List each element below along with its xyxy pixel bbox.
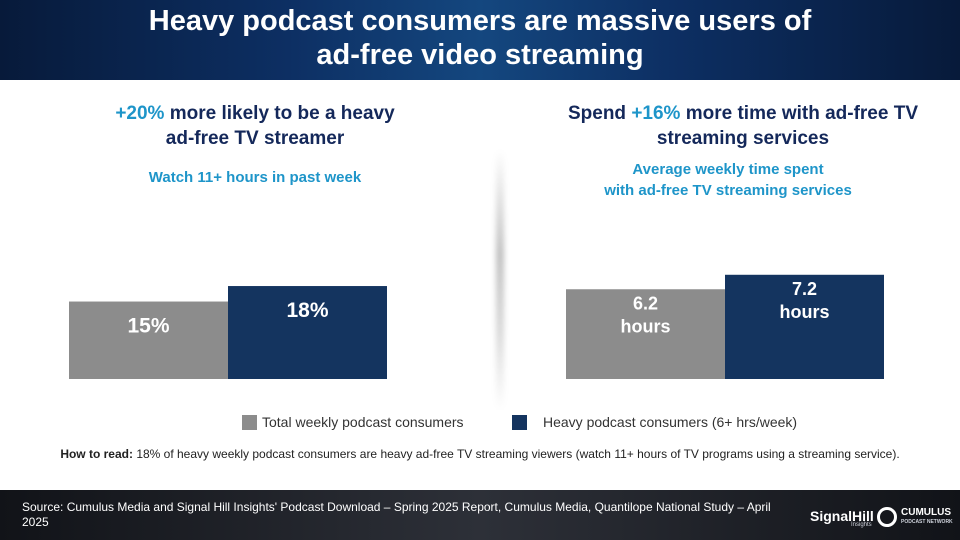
chart1-value-label-total: 15% (127, 315, 169, 338)
legend-label-total: Total weekly podcast consumers (262, 414, 464, 430)
slide-title-line1: Heavy podcast consumers are massive user… (148, 5, 812, 37)
right-panel-subtitle: Average weekly time spent with ad-free T… (528, 159, 928, 201)
title-banner (0, 0, 960, 80)
left-heading-line1: more likely to be a heavy (164, 103, 395, 124)
left-panel-heading: +20% more likely to be a heavy ad-free T… (70, 101, 440, 151)
chart2-value-label-total: 6.2 hours (620, 293, 670, 336)
signalhill-logo: SignalHill (810, 508, 874, 524)
slide-title-line2: ad-free video streaming (316, 39, 644, 71)
legend-swatch-total (242, 415, 257, 430)
chart2-bar-total (566, 289, 725, 379)
how-to-read-text: 18% of heavy weekly podcast consumers ar… (132, 447, 900, 461)
chart2-value-label-heavy: 7.2 hours (779, 279, 829, 322)
chart1-value-label-heavy: 18% (286, 299, 328, 322)
chart1-bar-heavy (228, 286, 387, 379)
how-to-read-label: How to read: (60, 447, 133, 461)
right-subtitle-line1: Average weekly time spent (632, 161, 824, 178)
right-heading-line2: streaming services (656, 128, 830, 149)
signalhill-logo-sub: Insights (851, 522, 872, 528)
panel-divider (496, 150, 504, 410)
slide-title: Heavy podcast consumers are massive user… (60, 4, 900, 72)
chart2-bar-heavy (725, 274, 884, 379)
right-panel-heading: Spend +16% more time with ad-free TV str… (528, 101, 958, 151)
cumulus-logo-sub: PODCAST NETWORK (901, 519, 953, 525)
left-panel-subtitle: Watch 11+ hours in past week (148, 169, 362, 186)
right-subtitle-line2: with ad-free TV streaming services (604, 182, 852, 199)
footer-bar (0, 490, 960, 540)
source-note: Source: Cumulus Media and Signal Hill In… (22, 500, 771, 529)
cumulus-logo: CUMULUS (901, 507, 951, 518)
right-accent: +16% (631, 103, 681, 124)
cumulus-c-icon (877, 507, 897, 527)
right-heading-line1: more time with ad-free TV (680, 103, 918, 124)
chart1-bar-total (69, 301, 228, 379)
legend-label-heavy: Heavy podcast consumers (6+ hrs/week) (543, 414, 798, 430)
right-heading-pre: Spend (567, 103, 632, 124)
legend-swatch-heavy (512, 415, 527, 430)
left-accent: +20% (115, 103, 165, 124)
left-heading-line2: ad-free TV streamer (165, 128, 345, 149)
bar-charts: 15% 18% 6.2 hours 7.2 hours (69, 274, 884, 379)
how-to-read-note: How to read: 18% of heavy weekly podcast… (60, 446, 900, 463)
